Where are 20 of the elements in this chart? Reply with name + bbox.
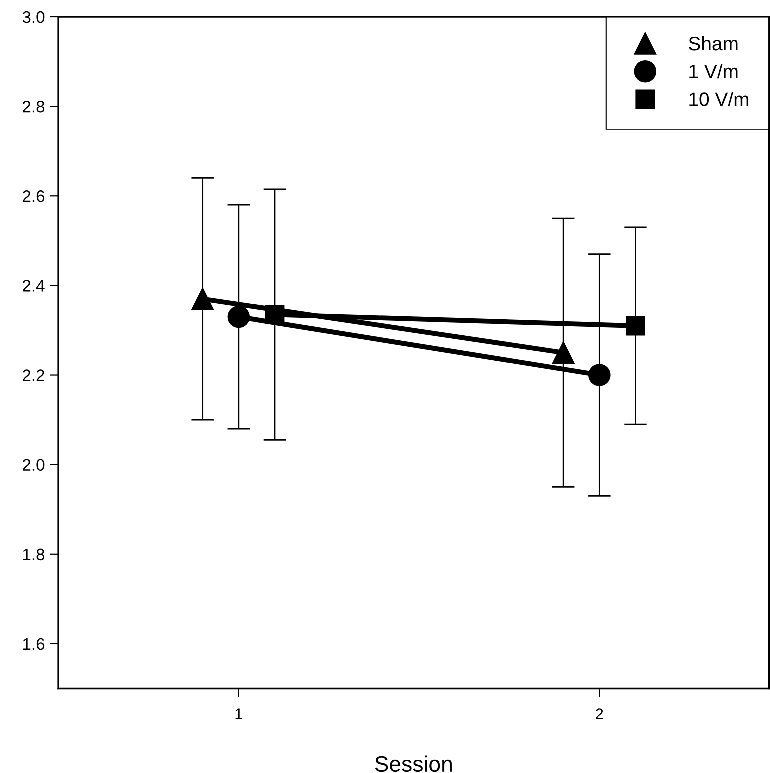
x-tick-label: 1 <box>236 708 242 720</box>
y-tick-label: 2.8 <box>22 100 45 113</box>
point <box>626 316 646 336</box>
legend-label: 10 V/m <box>690 92 749 106</box>
y-tick-label: 2.6 <box>22 190 45 202</box>
y-tick-label: 3.0 <box>22 11 45 24</box>
x-tick-label: 2 <box>596 708 604 720</box>
y-tick-label: 2.0 <box>22 459 45 472</box>
y-tick-label: 2.2 <box>22 370 44 382</box>
y-tick-label: 1.6 <box>23 638 45 650</box>
legend-label: 1 V/m <box>690 64 738 79</box>
x-axis-title: Session <box>375 756 452 772</box>
point <box>552 342 575 364</box>
point <box>588 364 611 386</box>
legend-label: Sham <box>689 36 738 51</box>
y-tick-label: 2.4 <box>22 280 45 292</box>
point <box>228 306 250 328</box>
point <box>265 305 285 325</box>
y-tick-label: 1.8 <box>23 548 45 561</box>
point <box>192 288 214 310</box>
